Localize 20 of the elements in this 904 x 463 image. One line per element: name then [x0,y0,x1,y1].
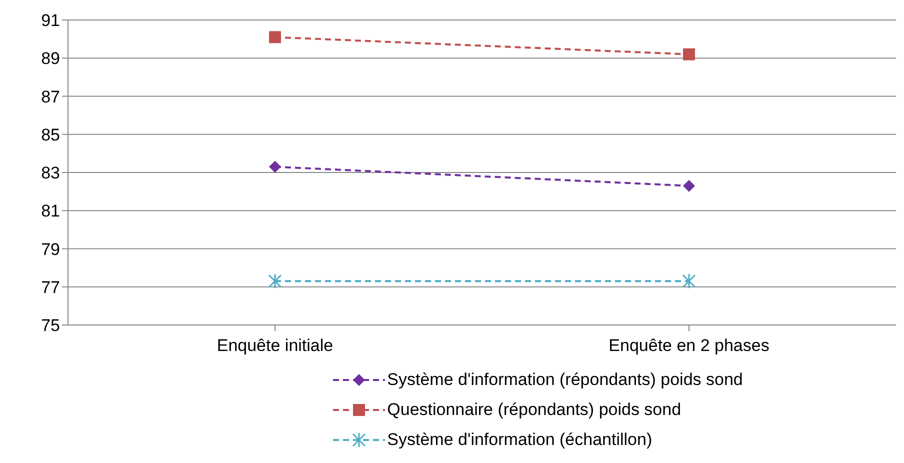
y-tick-label: 91 [41,11,60,30]
y-tick-label: 81 [41,202,60,221]
point [269,160,281,173]
x-tick-label: Enquête initiale [216,336,334,356]
point [268,273,282,289]
point [683,48,695,60]
y-tick-label: 83 [41,164,60,183]
y-tick-label: 87 [41,87,60,106]
legend-label: Système d'information (échantillon) [387,430,652,450]
y-tick-label: 75 [41,316,60,336]
y-tick-label: 89 [41,49,60,68]
y-tick-label: 77 [41,278,60,297]
legend-label: Système d'information (répondants) poids sond [387,370,743,390]
point [269,31,281,44]
legend-label: Questionnaire (répondants) poids sond [387,400,682,420]
x-tick-label: Enquête en 2 phases [608,336,770,356]
point [682,273,696,289]
point [683,180,695,192]
y-tick-label: 85 [41,125,60,144]
y-tick-label: 79 [41,240,60,259]
